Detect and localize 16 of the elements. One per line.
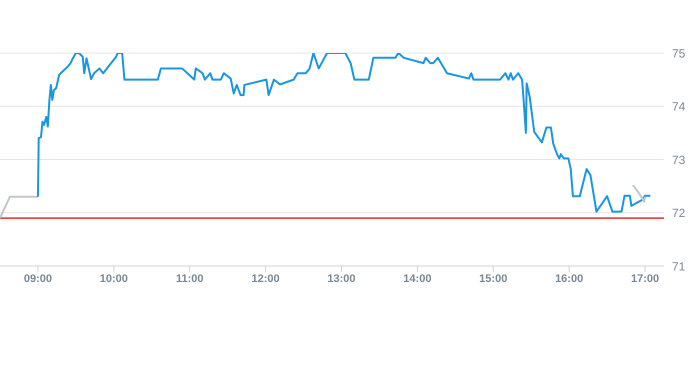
x-tick-label: 09:00 — [24, 272, 52, 285]
x-tick-label: 14:00 — [403, 272, 432, 285]
y-tick-label: 73 — [672, 152, 686, 167]
y-tick-label: 75 — [672, 46, 686, 60]
line-series — [632, 184, 646, 203]
x-tick-label: 17:00 — [630, 272, 660, 285]
x-tick-label: 11:00 — [176, 272, 204, 285]
y-tick-label: 74 — [672, 100, 686, 114]
y-tick-label: 71 — [672, 259, 686, 274]
line-series — [36, 53, 652, 213]
x-tick-label: 12:00 — [252, 272, 280, 285]
x-tick-label: 10:00 — [100, 272, 128, 285]
x-tick-label: 13:00 — [327, 272, 356, 285]
x-tick-label: 15:00 — [479, 272, 508, 285]
x-tick-label: 16:00 — [555, 272, 584, 285]
y-tick-label: 72 — [672, 206, 686, 220]
